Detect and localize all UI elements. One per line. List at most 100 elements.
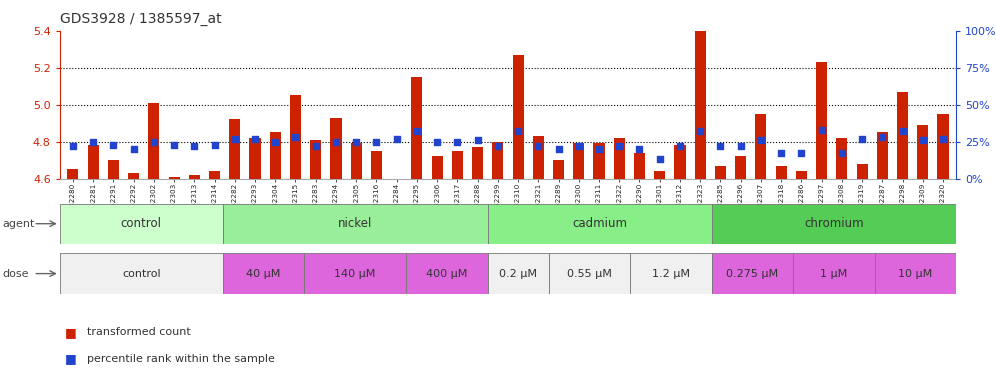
- Bar: [694, 31, 706, 179]
- Bar: [229, 119, 240, 179]
- Text: ■: ■: [65, 326, 77, 339]
- Text: agent: agent: [2, 218, 35, 229]
- Point: [612, 143, 627, 149]
- Point: [874, 134, 890, 140]
- Bar: [796, 171, 807, 179]
- Point: [712, 143, 728, 149]
- Bar: [249, 138, 261, 179]
- Bar: [452, 151, 463, 179]
- FancyBboxPatch shape: [712, 204, 956, 244]
- Point: [247, 136, 263, 142]
- Bar: [148, 103, 159, 179]
- Bar: [290, 95, 301, 179]
- Point: [794, 151, 810, 157]
- FancyBboxPatch shape: [712, 253, 793, 294]
- Text: 0.2 μM: 0.2 μM: [499, 268, 537, 279]
- Point: [551, 146, 567, 152]
- FancyBboxPatch shape: [406, 253, 488, 294]
- Point: [388, 136, 404, 142]
- Point: [834, 151, 850, 157]
- Point: [166, 141, 182, 147]
- Bar: [411, 77, 422, 179]
- FancyBboxPatch shape: [793, 253, 874, 294]
- Bar: [674, 145, 685, 179]
- Bar: [270, 132, 281, 179]
- Point: [692, 128, 708, 134]
- Bar: [735, 156, 746, 179]
- Text: control: control: [122, 268, 160, 279]
- Point: [591, 146, 607, 152]
- Text: dose: dose: [2, 268, 29, 279]
- Bar: [189, 175, 200, 179]
- Bar: [614, 138, 624, 179]
- Point: [429, 139, 445, 145]
- Bar: [431, 156, 442, 179]
- Point: [227, 136, 243, 142]
- Point: [894, 128, 910, 134]
- Bar: [209, 171, 220, 179]
- FancyBboxPatch shape: [874, 253, 956, 294]
- Bar: [633, 153, 645, 179]
- FancyBboxPatch shape: [223, 204, 488, 244]
- Bar: [776, 166, 787, 179]
- FancyBboxPatch shape: [223, 253, 304, 294]
- Point: [409, 128, 425, 134]
- Bar: [492, 142, 503, 179]
- Point: [814, 127, 830, 133]
- Text: 40 μM: 40 μM: [246, 268, 281, 279]
- Bar: [513, 55, 524, 179]
- Bar: [331, 118, 342, 179]
- Point: [308, 143, 324, 149]
- Point: [65, 143, 81, 149]
- Bar: [876, 132, 887, 179]
- FancyBboxPatch shape: [630, 253, 712, 294]
- Text: 400 μM: 400 μM: [426, 268, 467, 279]
- FancyBboxPatch shape: [60, 253, 223, 294]
- Point: [935, 136, 951, 142]
- Bar: [108, 160, 119, 179]
- Text: 1.2 μM: 1.2 μM: [652, 268, 690, 279]
- Bar: [128, 173, 139, 179]
- Point: [369, 139, 384, 145]
- FancyBboxPatch shape: [304, 253, 406, 294]
- Bar: [917, 125, 928, 179]
- Point: [733, 143, 749, 149]
- FancyBboxPatch shape: [488, 253, 549, 294]
- Point: [773, 151, 789, 157]
- Text: cadmium: cadmium: [572, 217, 627, 230]
- Bar: [351, 144, 362, 179]
- Point: [267, 139, 283, 145]
- Point: [510, 128, 526, 134]
- Text: 0.275 μM: 0.275 μM: [726, 268, 779, 279]
- Point: [490, 143, 506, 149]
- Text: chromium: chromium: [804, 217, 864, 230]
- Point: [571, 143, 587, 149]
- Point: [145, 139, 161, 145]
- Bar: [371, 151, 382, 179]
- Point: [349, 139, 365, 145]
- Bar: [168, 177, 179, 179]
- Point: [106, 141, 122, 147]
- Point: [449, 139, 465, 145]
- Text: 1 μM: 1 μM: [821, 268, 848, 279]
- Point: [206, 141, 222, 147]
- Point: [530, 143, 546, 149]
- Point: [186, 143, 202, 149]
- Bar: [897, 92, 908, 179]
- Text: control: control: [121, 217, 161, 230]
- Text: 10 μM: 10 μM: [898, 268, 932, 279]
- Bar: [574, 144, 585, 179]
- Bar: [88, 145, 99, 179]
- Bar: [715, 166, 726, 179]
- FancyBboxPatch shape: [488, 204, 712, 244]
- Point: [855, 136, 871, 142]
- Bar: [755, 114, 767, 179]
- Point: [288, 134, 304, 140]
- Point: [470, 137, 486, 143]
- Bar: [553, 160, 564, 179]
- Bar: [594, 144, 605, 179]
- Bar: [857, 164, 868, 179]
- FancyBboxPatch shape: [549, 253, 630, 294]
- Text: 0.55 μM: 0.55 μM: [567, 268, 612, 279]
- Text: transformed count: transformed count: [87, 327, 190, 337]
